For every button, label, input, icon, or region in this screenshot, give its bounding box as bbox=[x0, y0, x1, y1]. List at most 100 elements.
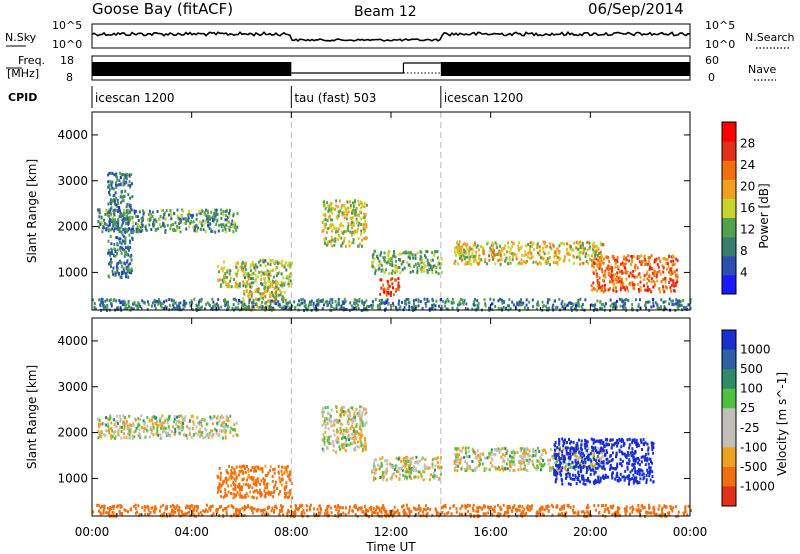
echo-cell bbox=[676, 273, 679, 277]
echo-cell bbox=[247, 305, 250, 308]
echo-cell bbox=[161, 421, 164, 425]
echo-cell bbox=[351, 432, 353, 436]
echo-cell bbox=[349, 442, 352, 446]
echo-cell bbox=[394, 288, 397, 291]
echo-cell bbox=[643, 254, 646, 258]
echo-cell bbox=[575, 449, 577, 453]
echo-cell bbox=[212, 215, 215, 219]
echo-cell bbox=[139, 417, 141, 421]
echo-cell bbox=[418, 264, 421, 268]
echo-cell bbox=[221, 414, 224, 418]
echo-cell bbox=[219, 278, 221, 282]
echo-cell bbox=[216, 490, 219, 494]
echo-cell bbox=[141, 216, 144, 220]
echo-cell bbox=[270, 292, 273, 296]
echo-cell bbox=[361, 203, 364, 207]
echo-cell bbox=[597, 475, 600, 479]
echo-cell bbox=[466, 255, 469, 259]
echo-cell bbox=[502, 459, 505, 463]
echo-cell bbox=[224, 476, 227, 480]
echo-cell bbox=[403, 266, 406, 270]
echo-cell bbox=[658, 256, 661, 260]
echo-cell bbox=[141, 426, 144, 430]
echo-cell bbox=[249, 277, 252, 280]
echo-cell bbox=[383, 301, 386, 305]
echo-cell bbox=[224, 210, 227, 213]
echo-cell bbox=[607, 264, 610, 268]
echo-cell bbox=[615, 473, 618, 477]
echo-cell bbox=[204, 230, 207, 234]
echo-cell bbox=[616, 513, 619, 517]
echo-cell bbox=[652, 285, 655, 289]
echo-cell bbox=[334, 207, 336, 211]
echo-cell bbox=[632, 274, 635, 278]
echo-cell bbox=[244, 471, 247, 474]
echo-cell bbox=[456, 469, 459, 473]
echo-cell bbox=[114, 223, 117, 227]
echo-cell bbox=[553, 461, 556, 465]
echo-cell bbox=[339, 209, 342, 213]
echo-cell bbox=[154, 306, 157, 310]
echo-cell bbox=[245, 304, 248, 308]
echo-cell bbox=[591, 468, 594, 472]
echo-cell bbox=[507, 245, 510, 249]
echo-cell bbox=[553, 473, 556, 477]
echo-cell bbox=[597, 463, 600, 467]
echo-cell bbox=[373, 465, 376, 469]
echo-cell bbox=[243, 494, 246, 497]
echo-cell bbox=[218, 419, 221, 423]
echo-cell bbox=[156, 210, 159, 213]
echo-cell bbox=[141, 299, 144, 303]
echo-cell bbox=[599, 263, 602, 267]
echo-cell bbox=[222, 280, 225, 284]
echo-cell bbox=[383, 271, 386, 274]
echo-cell bbox=[390, 465, 393, 468]
echo-cell bbox=[637, 444, 640, 448]
echo-cell bbox=[627, 254, 630, 258]
echo-cell bbox=[108, 418, 111, 421]
echo-cell bbox=[380, 278, 383, 282]
echo-cell bbox=[335, 450, 338, 454]
echo-cell bbox=[477, 459, 480, 463]
echo-cell bbox=[252, 300, 255, 304]
echo-cell bbox=[532, 305, 534, 309]
echo-cell bbox=[627, 462, 630, 466]
echo-cell bbox=[420, 270, 423, 274]
echo-cell bbox=[353, 298, 356, 302]
echo-cell bbox=[175, 422, 178, 426]
echo-cell bbox=[649, 256, 652, 260]
echo-cell bbox=[235, 282, 238, 286]
echo-cell bbox=[604, 453, 607, 457]
echo-cell bbox=[388, 250, 391, 254]
echo-cell bbox=[183, 432, 186, 436]
echo-cell bbox=[388, 284, 391, 288]
echo-cell bbox=[672, 270, 675, 274]
echo-cell bbox=[454, 468, 457, 472]
echo-cell bbox=[655, 257, 658, 261]
echo-cell bbox=[123, 241, 126, 245]
echo-cell bbox=[615, 475, 618, 479]
echo-cell bbox=[437, 272, 440, 276]
echo-cell bbox=[679, 304, 682, 308]
echo-cell bbox=[633, 439, 635, 443]
echo-cell bbox=[456, 241, 459, 245]
echo-cell bbox=[466, 247, 469, 251]
echo-cell bbox=[220, 415, 222, 419]
echo-cell bbox=[242, 297, 245, 301]
echo-cell bbox=[457, 262, 460, 266]
echo-cell bbox=[188, 431, 191, 435]
echo-cell bbox=[436, 461, 439, 465]
echo-cell bbox=[300, 298, 303, 302]
echo-cell bbox=[329, 218, 332, 222]
echo-cell bbox=[623, 452, 626, 456]
echo-cell bbox=[346, 226, 349, 230]
echo-cell bbox=[567, 468, 570, 472]
echo-cell bbox=[509, 251, 512, 255]
echo-cell bbox=[575, 457, 578, 461]
echo-cell bbox=[525, 452, 528, 456]
echo-cell bbox=[174, 306, 177, 310]
echo-cell bbox=[634, 470, 637, 474]
echo-cell bbox=[639, 288, 642, 292]
echo-cell bbox=[584, 457, 586, 461]
echo-cell bbox=[288, 273, 291, 277]
